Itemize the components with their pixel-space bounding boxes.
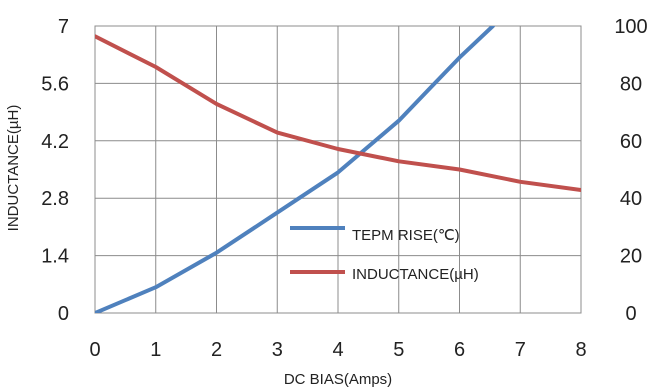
tick-labels: 0 1.4 2.8 4.2 5.6 7 0 20 40 60 80 100 0 1 2 3 4 5 6 7 8 bbox=[41, 16, 648, 361]
y-tick-label: 1.4 bbox=[41, 246, 69, 268]
legend-label-inductance: INDUCTANCE(µH) bbox=[352, 266, 479, 283]
y2-tick-label: 60 bbox=[620, 131, 642, 153]
legend-label-temp-rise: TEPM RISE(℃) bbox=[352, 227, 460, 244]
y2-tick-label: 0 bbox=[625, 303, 636, 325]
gridlines bbox=[94, 25, 582, 314]
legend: TEPM RISE(℃) INDUCTANCE(µH) bbox=[290, 226, 479, 283]
y-tick-label: 7 bbox=[58, 16, 69, 38]
y-tick-label: 5.6 bbox=[41, 73, 69, 95]
x-tick-label: 7 bbox=[515, 339, 526, 361]
x-tick-label: 3 bbox=[272, 339, 283, 361]
y-tick-label: 2.8 bbox=[41, 188, 69, 210]
y-axis-title: INDUCTANCE(µH) bbox=[5, 105, 22, 232]
x-tick-label: 6 bbox=[454, 339, 465, 361]
plot-frame bbox=[94, 25, 582, 314]
y2-tick-label: 20 bbox=[620, 246, 642, 268]
y2-tick-label: 80 bbox=[620, 73, 642, 95]
x-tick-label: 1 bbox=[150, 339, 161, 361]
x-tick-label: 5 bbox=[393, 339, 404, 361]
x-tick-label: 4 bbox=[332, 339, 343, 361]
y-tick-label: 0 bbox=[58, 303, 69, 325]
y-tick-label: 4.2 bbox=[41, 131, 69, 153]
series-lines bbox=[95, 26, 581, 313]
x-tick-label: 0 bbox=[89, 339, 100, 361]
y2-tick-label: 100 bbox=[614, 16, 647, 38]
x-tick-label: 8 bbox=[575, 339, 586, 361]
x-axis-title: DC BIAS(Amps) bbox=[284, 371, 392, 388]
series-line-temp-rise bbox=[95, 26, 495, 313]
y2-tick-label: 40 bbox=[620, 188, 642, 210]
series-line-inductance bbox=[95, 34, 581, 192]
x-tick-label: 2 bbox=[211, 339, 222, 361]
